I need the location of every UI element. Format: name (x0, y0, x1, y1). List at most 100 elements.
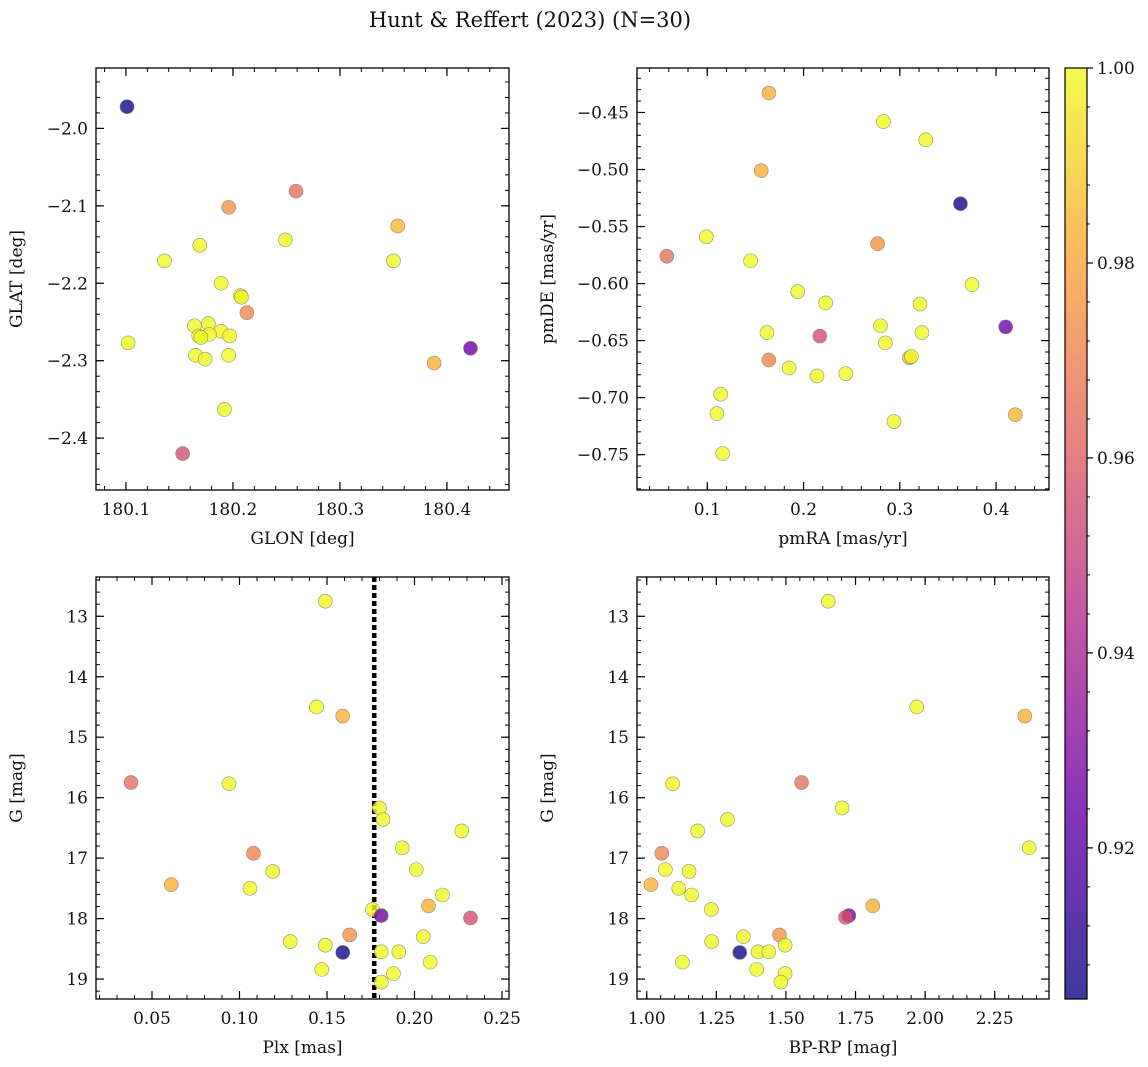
scatter-point (736, 929, 751, 945)
scatter-point (1008, 407, 1023, 423)
scatter-point (720, 812, 735, 827)
y-tick-label: 19 (607, 970, 629, 990)
scatter-point (675, 954, 690, 970)
scatter-point (463, 910, 478, 926)
scatter-point (391, 944, 407, 960)
scatter-point (314, 962, 330, 977)
axes-frame (636, 576, 1050, 1000)
y-tick-label: −0.55 (577, 218, 629, 238)
x-tick-label: 0.1 (694, 500, 721, 520)
scatter-point (394, 840, 410, 856)
scatter-point (221, 200, 236, 215)
scatter-point (375, 812, 391, 827)
x-tick-label: 0.05 (133, 1009, 171, 1029)
panel-plx-g: 0.05 0.10 0.15 0.20 0.25 13 14 15 16 17 18 19 Plx [m… (7, 576, 521, 1058)
y-tick-label: −2.4 (47, 429, 88, 449)
scatter-point (704, 934, 719, 949)
y-tick-label: −0.60 (577, 275, 629, 295)
axes-frame (95, 576, 510, 1000)
scatter-point (435, 887, 450, 903)
scatter-point (873, 318, 888, 334)
colorbar: 0.92 0.94 0.96 0.98 1.00 (1064, 59, 1135, 1000)
colorbar-bar (1064, 67, 1088, 1000)
y-tick-label: 14 (607, 668, 629, 688)
scatter-point (426, 355, 442, 371)
figure-title: Hunt & Reffert (2023) (N=30) (369, 8, 691, 32)
y-tick-label: 18 (66, 910, 88, 930)
scatter-point (282, 934, 298, 949)
scatter-point (818, 295, 833, 311)
scatter-point (773, 974, 789, 990)
scatter-point (870, 236, 885, 251)
y-tick-label: −0.70 (577, 389, 629, 409)
scatter-point (408, 862, 424, 877)
y-axis-label: G [mag] (7, 753, 27, 822)
scatter-point (221, 347, 236, 363)
scatter-point (120, 335, 136, 351)
scatter-point (659, 248, 675, 264)
scatter-point (671, 881, 687, 896)
scatter-point (415, 929, 431, 945)
x-tick-label: 1.00 (628, 1009, 666, 1029)
y-tick-label: 19 (66, 970, 88, 990)
y-tick-label: 17 (607, 849, 629, 869)
scatter-point (761, 944, 776, 960)
scatter-point (288, 183, 304, 199)
x-tick-label: 180.4 (423, 500, 472, 520)
scatter-point (953, 196, 968, 212)
x-axis-label: pmRA [mas/yr] (778, 529, 907, 549)
scatter-point (192, 238, 208, 253)
scatter-point (715, 446, 730, 461)
y-axis-label: G [mag] (538, 753, 558, 822)
y-tick-label: −0.75 (577, 446, 629, 466)
scatter-point (820, 593, 836, 609)
scatter-point (790, 284, 806, 299)
scatter-point (658, 862, 673, 877)
scatter-point (964, 277, 980, 293)
scatter-point (681, 864, 697, 879)
scatter-point (278, 232, 293, 248)
x-tick-label: 0.10 (221, 1009, 259, 1029)
x-tick-label: 1.50 (767, 1009, 805, 1029)
y-tick-label: −2.1 (47, 197, 88, 217)
scatter-point (221, 776, 237, 792)
x-axis-label: Plx [mas] (262, 1038, 342, 1058)
y-axis-label: pmDE [mas/yr] (538, 214, 558, 344)
scatter-point (759, 325, 775, 340)
scatter-point (217, 402, 232, 417)
scatter-point (265, 864, 281, 879)
scatter-point (373, 908, 389, 923)
scatter-point (904, 349, 919, 364)
y-tick-label: −2.0 (47, 119, 88, 139)
x-tick-label: 2.25 (976, 1009, 1014, 1029)
axes-frame (95, 67, 510, 491)
scatter-point (222, 328, 238, 344)
y-tick-label: 14 (66, 668, 88, 688)
scatter-point (876, 114, 891, 129)
x-axis-label: BP-RP [mag] (789, 1038, 898, 1058)
colorbar-tick-label: 0.98 (1097, 254, 1135, 274)
scatter-point (878, 335, 893, 351)
y-tick-label: 13 (607, 607, 629, 627)
scatter-point (838, 366, 854, 381)
scatter-point (193, 330, 209, 345)
y-tick-label: −0.65 (577, 332, 629, 352)
scatter-point (197, 351, 213, 367)
y-tick-label: −2.2 (47, 274, 88, 294)
scatter-point (912, 296, 928, 312)
y-tick-label: 17 (66, 849, 88, 869)
scatter-point (422, 954, 438, 970)
scatter-point (732, 945, 748, 960)
y-tick-label: 16 (607, 789, 629, 809)
scatter-point (643, 877, 659, 893)
scatter-point (163, 877, 179, 893)
scatter-point (175, 446, 190, 461)
scatter-point (704, 902, 719, 917)
scatter-point (743, 253, 758, 269)
y-axis-label: GLAT [deg] (7, 230, 27, 328)
scatter-point (665, 776, 680, 792)
axes-frame (636, 67, 1050, 491)
scatter-point (342, 927, 358, 943)
y-tick-label: −0.45 (577, 103, 629, 123)
